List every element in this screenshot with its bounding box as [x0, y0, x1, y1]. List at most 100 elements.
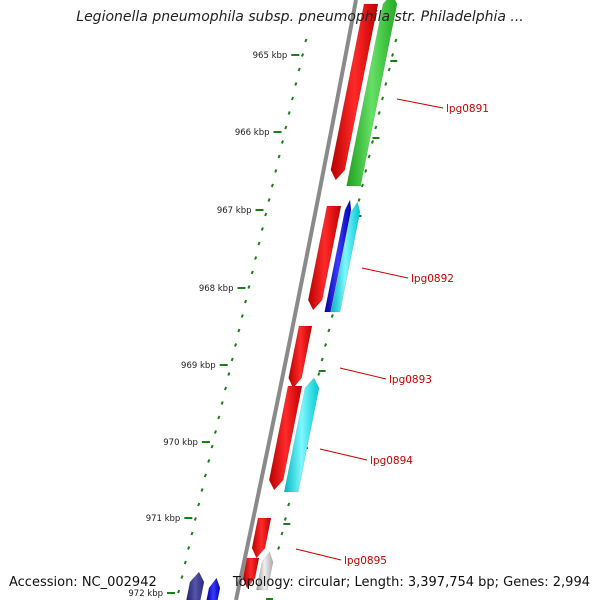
accession-label: Accession: NC_002942: [9, 575, 157, 590]
ruler-minor-tick: [370, 140, 374, 144]
similarity-band-gray: [256, 551, 274, 591]
cds-arrow-lpg0895: [251, 517, 272, 559]
ruler-minor-tick: [387, 67, 391, 72]
ruler-minor-tick: [264, 212, 268, 217]
ruler-minor-tick: [304, 38, 308, 43]
ruler-minor-tick: [223, 386, 228, 391]
similarity-band-green: [346, 0, 398, 187]
ruler-minor-tick: [320, 357, 324, 362]
feature-tracks: [186, 0, 398, 600]
similarity-band-cyan-2: [283, 377, 320, 493]
ruler-minor-tick: [380, 96, 385, 101]
ruler-minor-tick: [247, 285, 251, 289]
tick-label: 969 kbp: [181, 361, 216, 371]
genome-summary: Topology: circular; Length: 3,397,754 bp…: [232, 575, 590, 590]
ruler-minor-tick: [220, 401, 224, 405]
ruler-minor-tick: [180, 575, 184, 579]
ruler-minor-tick: [254, 256, 258, 260]
tick-labels: 965 kbp 966 kbp 967 kbp 968 kbp 969 kbp 970 k…: [128, 51, 287, 599]
ruler-minor-tick: [213, 430, 217, 434]
gene-leader-line: [396, 98, 444, 109]
ruler-minor-tick: [377, 111, 381, 115]
ruler-minor-tick: [250, 270, 254, 275]
ruler-minor-tick: [391, 53, 395, 57]
ruler-minor-tick: [257, 241, 261, 246]
ruler-minor-tick: [274, 169, 278, 173]
cds-arrow-lpg0892: [307, 205, 342, 311]
tick-label: 967 kbp: [217, 206, 252, 216]
cds-arrow-extra: [242, 557, 260, 589]
gene-leader-line: [361, 267, 409, 279]
similarity-band-blue: [324, 199, 352, 313]
ruler-minor-tick: [301, 53, 305, 57]
ruler-minor-tick: [287, 502, 291, 507]
gene-leader-line: [295, 548, 342, 561]
ruler-minor-tick: [374, 125, 378, 130]
ruler-minor-tick: [280, 531, 284, 536]
gene-leader-line: [339, 367, 387, 380]
ruler-minor-tick: [227, 372, 231, 376]
gene-leader-line: [319, 448, 368, 461]
tick-label: 970 kbp: [163, 438, 198, 448]
similarity-band-blue-2: [206, 577, 221, 600]
tick-label: 965 kbp: [253, 51, 288, 61]
ruler-minor-tick: [217, 415, 221, 420]
ruler-minor-tick: [294, 82, 298, 86]
ruler-minor-tick: [364, 169, 368, 173]
ruler-minor-tick: [237, 328, 241, 333]
ruler-minor-tick: [234, 343, 238, 347]
ruler-minor-tick: [177, 589, 181, 594]
similarity-band-navy: [186, 571, 205, 600]
ruler-minor-tick: [284, 125, 288, 130]
similarity-band-cyan: [330, 201, 361, 313]
ruler-minor-tick: [277, 546, 281, 550]
tick-label: 968 kbp: [199, 284, 234, 294]
ruler-minor-tick: [280, 140, 284, 144]
ruler-minor-tick: [240, 314, 244, 318]
ruler-minor-tick: [290, 96, 295, 101]
ruler-minor-tick: [360, 183, 364, 188]
ruler-minor-tick: [357, 198, 361, 202]
ruler-minor-tick: [327, 328, 331, 333]
ruler-minor-tick: [317, 372, 321, 376]
tick-label: 971 kbp: [146, 514, 181, 524]
tick-label: 966 kbp: [235, 128, 270, 138]
ruler-minor-tick: [244, 299, 248, 304]
ruler-minor-tick: [277, 154, 281, 159]
ruler-minor-tick: [207, 459, 211, 463]
ruler-minor-tick: [283, 517, 287, 521]
ruler-minor-tick: [193, 517, 197, 521]
ruler-minor-tick: [187, 546, 191, 550]
ruler-minor-tick: [183, 560, 187, 565]
gene-label[interactable]: lpg0894: [370, 455, 413, 467]
ruler-minor-tick: [367, 154, 371, 159]
cds-arrow-lpg0894: [268, 385, 303, 491]
ruler-minor-tick: [230, 357, 234, 362]
ruler-minor-tick: [197, 502, 201, 507]
ruler-minor-tick: [203, 473, 207, 478]
ruler-minor-tick: [394, 38, 398, 43]
ruler-minor-tick: [384, 82, 388, 86]
gene-label[interactable]: lpg0891: [446, 103, 489, 115]
gene-label[interactable]: lpg0893: [389, 374, 432, 386]
map-title: Legionella pneumophila subsp. pneumophil…: [76, 9, 524, 25]
gene-labels: lpg0891 lpg0892 lpg0893 lpg0894 lpg0895: [295, 98, 489, 567]
tick-label: 972 kbp: [128, 589, 163, 599]
cds-arrow-lpg0891: [330, 3, 379, 181]
gene-label[interactable]: lpg0895: [344, 555, 387, 567]
ruler-minor-tick: [324, 343, 328, 347]
ruler-minor-tick: [330, 314, 334, 318]
ruler-minor-tick: [297, 67, 301, 72]
ruler-minor-tick: [287, 111, 291, 115]
ruler-minor-tick: [200, 488, 204, 492]
gene-label[interactable]: lpg0892: [411, 273, 454, 285]
ruler-minor-tick: [260, 227, 264, 231]
ruler-minor-tick: [210, 444, 214, 449]
genome-backbone: [234, 0, 358, 600]
ruler-minor-tick: [270, 183, 274, 188]
cds-arrow-lpg0893: [288, 325, 313, 389]
ruler-minor-tick: [190, 531, 194, 536]
ruler-minor-tick: [267, 198, 271, 202]
